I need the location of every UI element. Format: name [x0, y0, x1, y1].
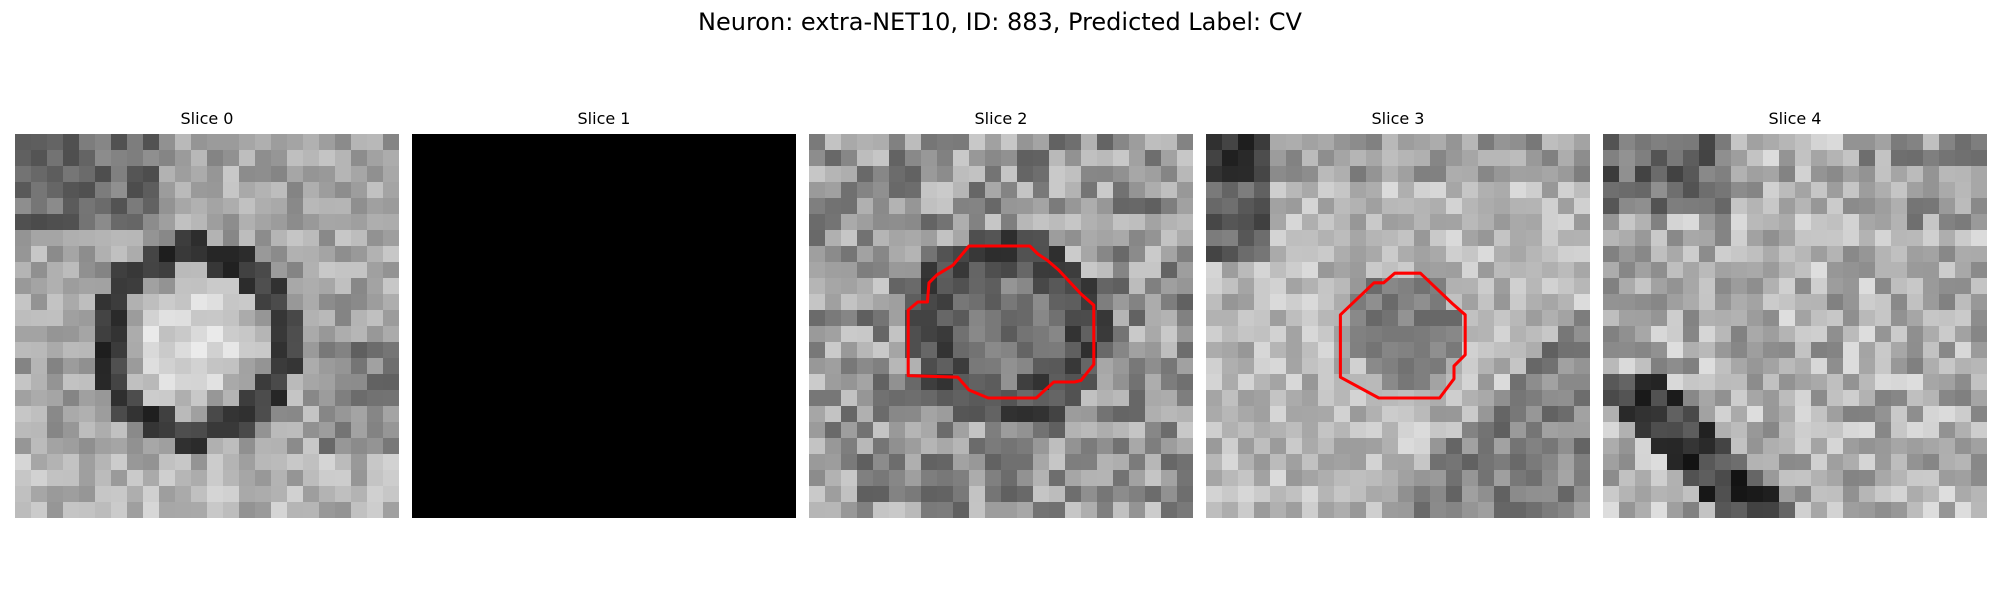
- slice-title-1: Slice 1: [577, 109, 631, 128]
- slice-image-3: [1206, 134, 1590, 518]
- contour-outline-slice-2: [906, 244, 1096, 400]
- slice-title-3: Slice 3: [1371, 109, 1425, 128]
- slice-image-4: [1603, 134, 1987, 518]
- slice-image-0: [15, 134, 399, 518]
- slice-title-2: Slice 2: [974, 109, 1028, 128]
- contour-outline-slice-3: [1338, 271, 1467, 400]
- slice-title-4: Slice 4: [1768, 109, 1822, 128]
- figure-title: Neuron: extra-NET10, ID: 883, Predicted …: [698, 8, 1302, 36]
- slice-image-1: [412, 134, 796, 518]
- slice-title-0: Slice 0: [180, 109, 234, 128]
- slice-image-2: [809, 134, 1193, 518]
